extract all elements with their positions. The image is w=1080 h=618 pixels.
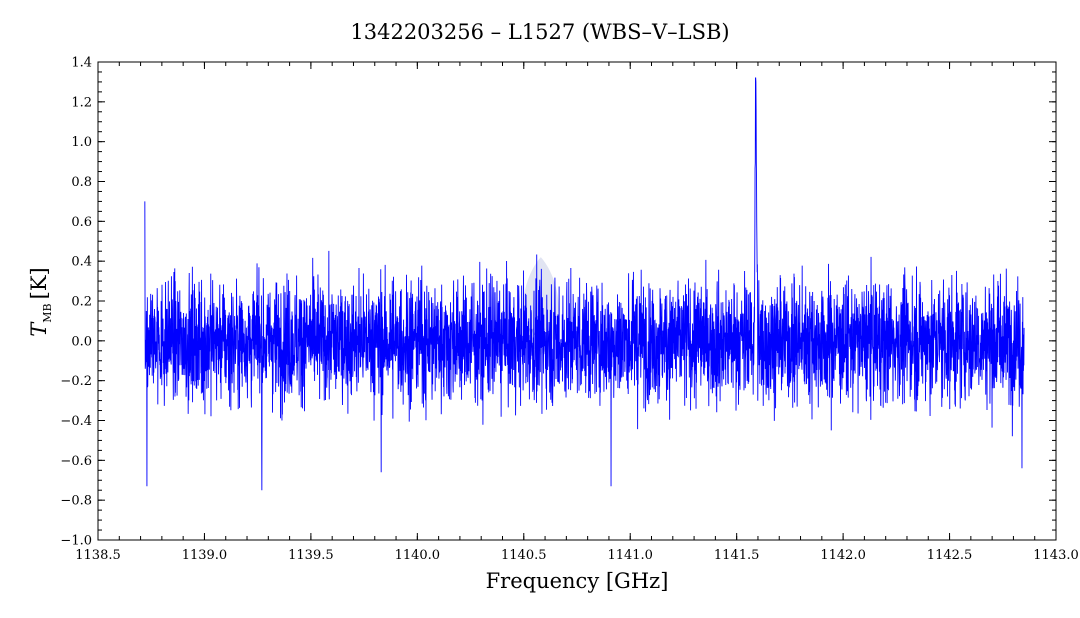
y-tick-label: 0.2 bbox=[71, 295, 92, 310]
y-tick-label: −0.6 bbox=[60, 454, 92, 469]
x-tick-label: 1140.0 bbox=[395, 548, 441, 563]
x-tick-label: 1139.5 bbox=[288, 548, 334, 563]
y-tick-label: −0.8 bbox=[60, 494, 92, 509]
y-tick-label: 1.0 bbox=[71, 135, 92, 150]
x-axis-tick-labels: 1138.5 1139.0 1139.5 1140.0 1140.5 1141.0 1141… bbox=[75, 548, 1079, 563]
x-tick-label: 1143.0 bbox=[1033, 548, 1079, 563]
x-tick-label: 1142.5 bbox=[927, 548, 973, 563]
y-tick-label: 0.0 bbox=[71, 334, 92, 349]
data-layer bbox=[144, 77, 1025, 491]
y-axis-title: TMB [K] bbox=[27, 267, 54, 336]
y-axis-title-symbol: T bbox=[27, 321, 51, 337]
y-axis-title-subscript: MB bbox=[41, 303, 54, 322]
chart-title: 1342203256 – L1527 (WBS–V–LSB) bbox=[350, 20, 729, 44]
y-tick-label: 0.8 bbox=[71, 175, 92, 190]
x-tick-label: 1142.0 bbox=[820, 548, 866, 563]
axis-ticks bbox=[97, 61, 1057, 541]
y-axis-tick-labels: −1.0 −0.8 −0.6 −0.4 −0.2 0.0 0.2 0.4 0.6 0.8 1.0 1.… bbox=[60, 56, 92, 549]
x-tick-label: 1139.0 bbox=[182, 548, 228, 563]
x-tick-label: 1141.0 bbox=[607, 548, 653, 563]
x-tick-label: 1141.5 bbox=[714, 548, 760, 563]
y-tick-label: −0.4 bbox=[60, 414, 92, 429]
y-tick-label: 1.4 bbox=[71, 56, 92, 71]
y-tick-label: 1.2 bbox=[71, 95, 92, 110]
x-tick-label: 1140.5 bbox=[501, 548, 547, 563]
y-axis-title-unit: [K] bbox=[27, 267, 51, 299]
x-tick-label: 1138.5 bbox=[75, 548, 121, 563]
y-tick-label: −0.2 bbox=[60, 374, 92, 389]
x-axis-title: Frequency [GHz] bbox=[486, 569, 669, 593]
y-tick-label: 0.6 bbox=[71, 215, 92, 230]
spectrum-line bbox=[144, 77, 1025, 491]
y-tick-label: −1.0 bbox=[60, 534, 92, 549]
y-tick-label: 0.4 bbox=[71, 255, 92, 270]
